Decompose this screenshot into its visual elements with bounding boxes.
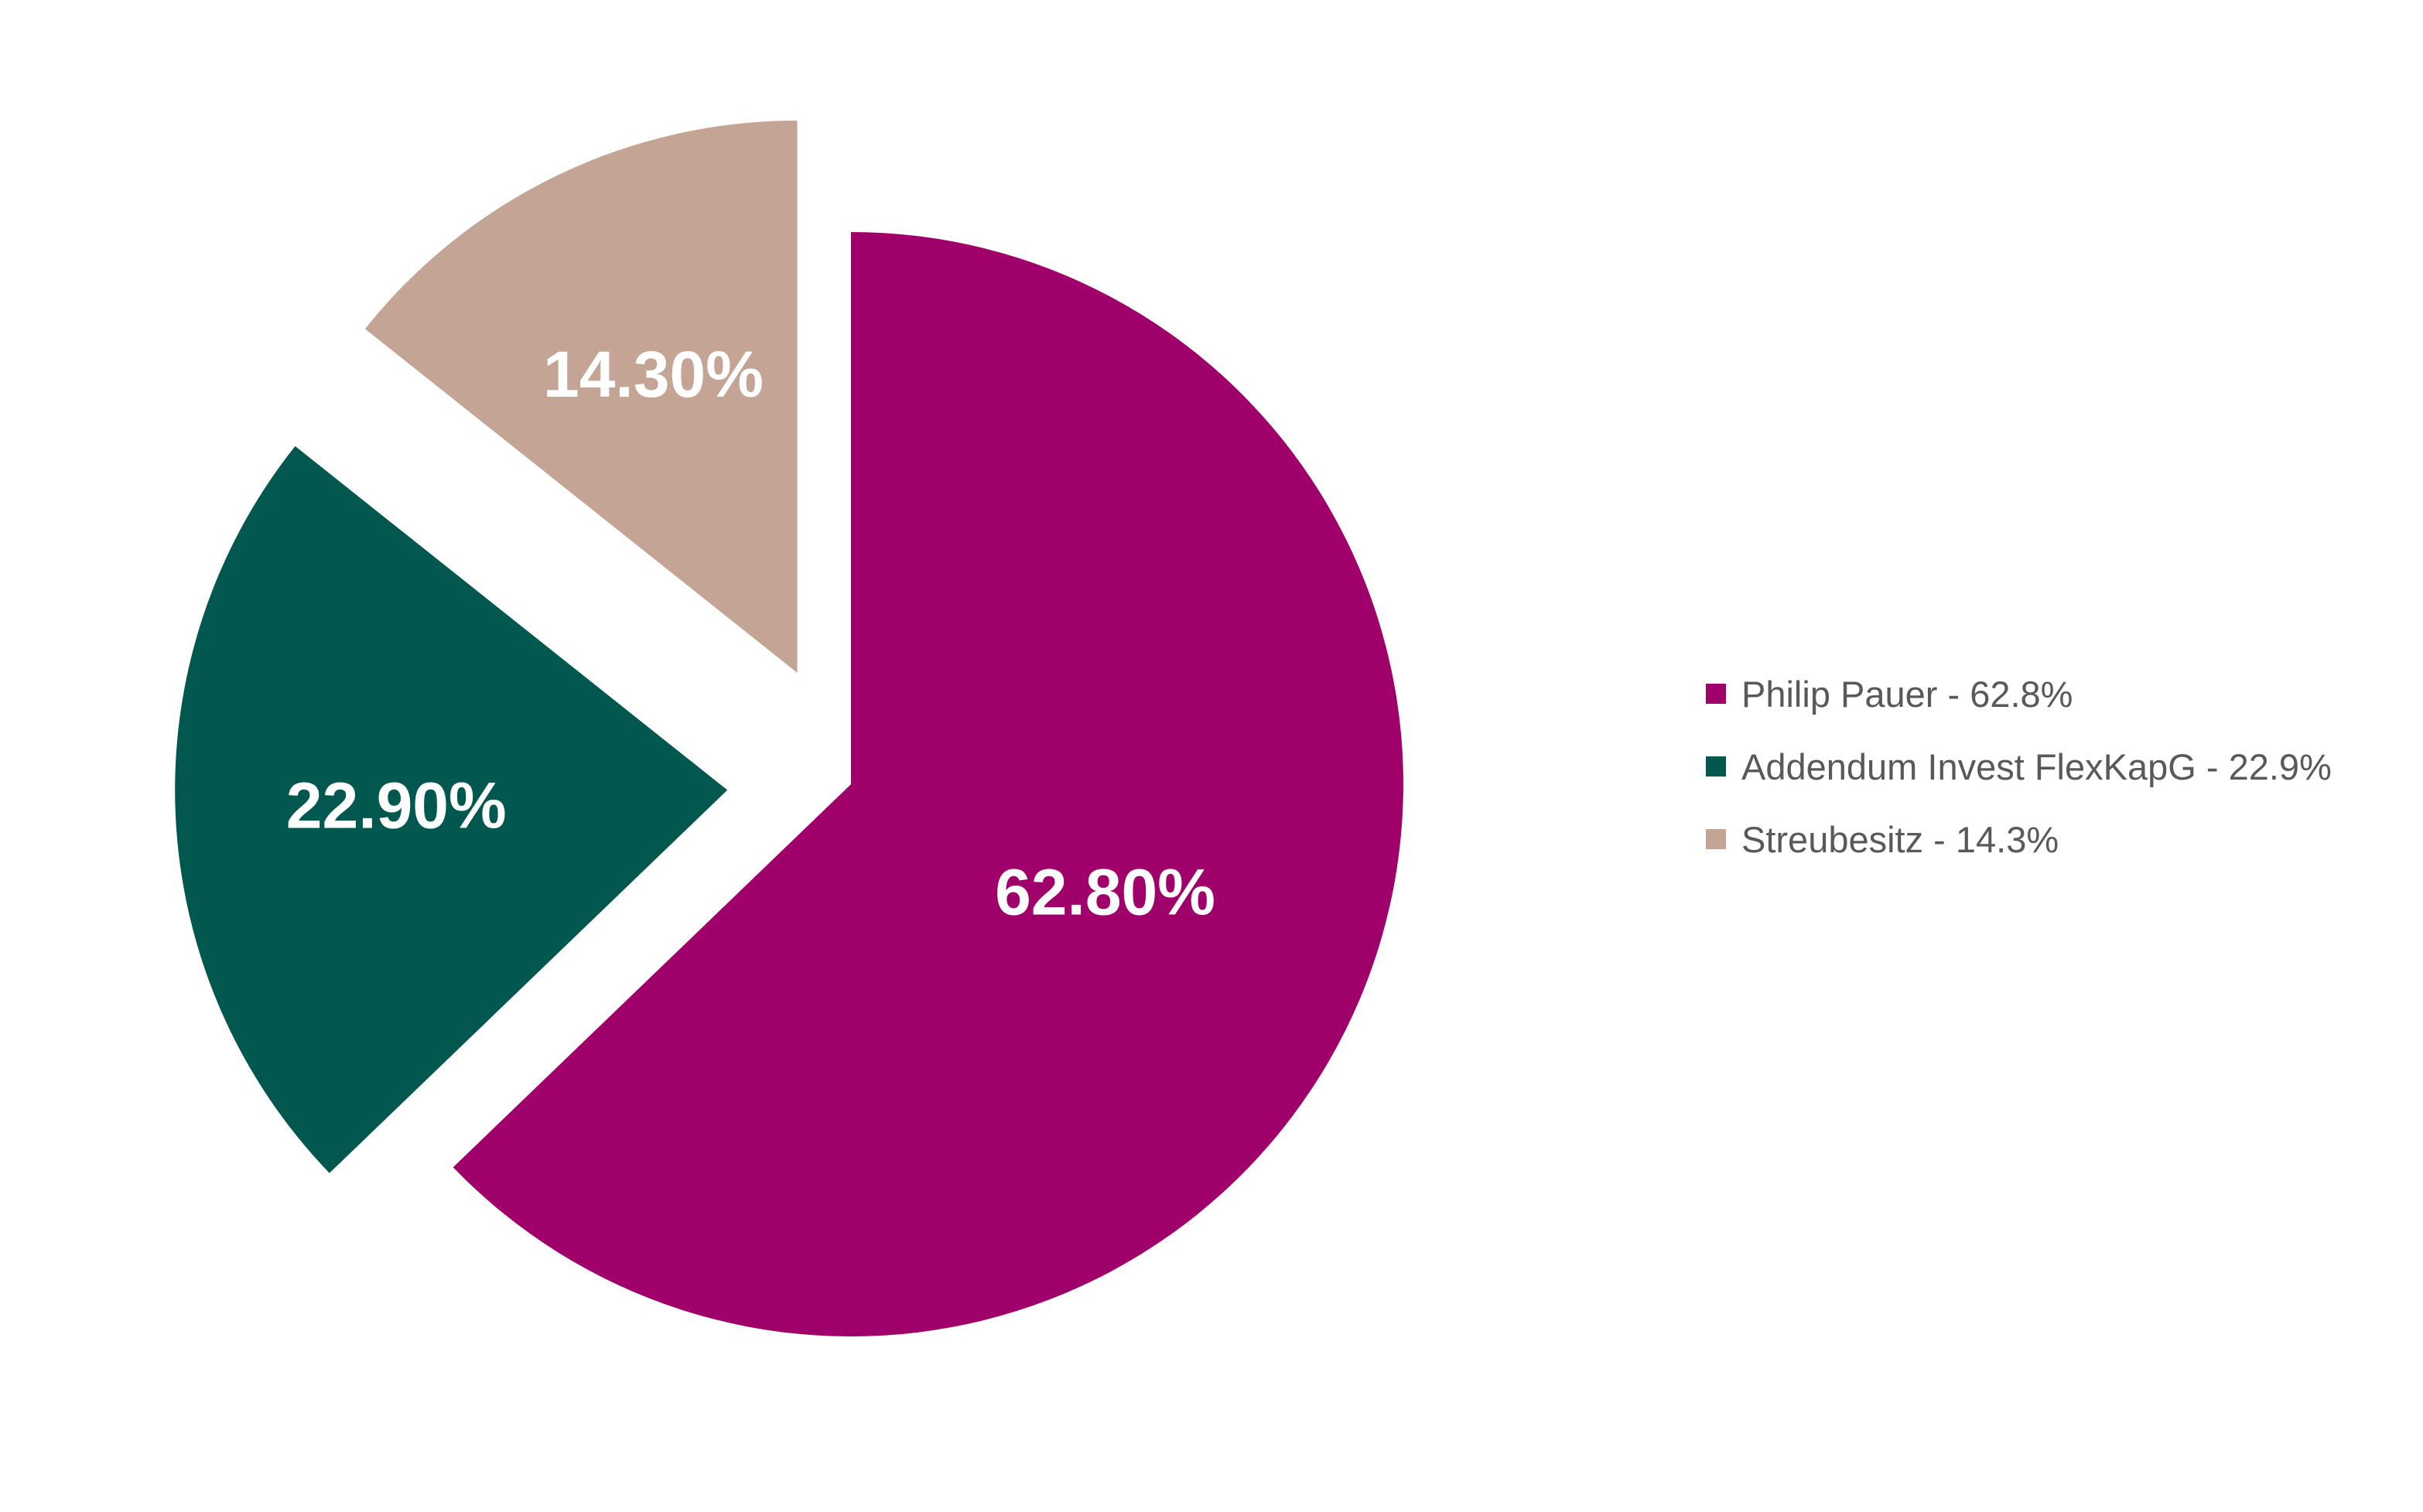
chart-legend: Philip Pauer - 62.8% Addendum Invest Flex… [1706,657,2402,875]
pie-slices [175,120,1403,1337]
legend-swatch [1706,684,1726,704]
pie-slice-addendum-invest-flexkapg [175,445,728,1173]
legend-label: Philip Pauer - 62.8% [1741,673,2073,715]
legend-label: Streubesitz - 14.3% [1741,818,2059,860]
pie-slice-streubesitz [364,120,798,673]
pie-slice-philip-pauer [453,232,1403,1337]
legend-item: Streubesitz - 14.3% [1706,803,2402,875]
legend-swatch [1706,829,1726,849]
legend-swatch [1706,756,1726,776]
legend-item: Philip Pauer - 62.8% [1706,657,2402,730]
legend-item: Addendum Invest FlexKapG - 22.9% [1706,730,2402,803]
legend-label: Addendum Invest FlexKapG - 22.9% [1741,746,2332,787]
pie-data-labels: 62.80% 22.90% 14.30% [286,338,1215,929]
data-label-philip-pauer: 62.80% [995,856,1215,929]
data-label-streubesitz: 14.30% [543,338,764,411]
data-label-addendum-invest-flexkapg: 22.90% [286,770,507,842]
